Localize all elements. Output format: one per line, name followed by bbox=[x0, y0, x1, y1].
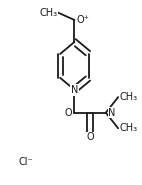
Text: CH₃: CH₃ bbox=[120, 92, 138, 102]
Text: Cl⁻: Cl⁻ bbox=[19, 157, 33, 167]
Text: O⁺: O⁺ bbox=[77, 15, 90, 25]
Text: O: O bbox=[64, 108, 72, 118]
Text: CH₃: CH₃ bbox=[120, 123, 138, 133]
Text: CH₃: CH₃ bbox=[39, 8, 57, 18]
Text: N: N bbox=[71, 85, 78, 95]
Text: N: N bbox=[108, 108, 116, 118]
Text: O: O bbox=[86, 132, 94, 142]
